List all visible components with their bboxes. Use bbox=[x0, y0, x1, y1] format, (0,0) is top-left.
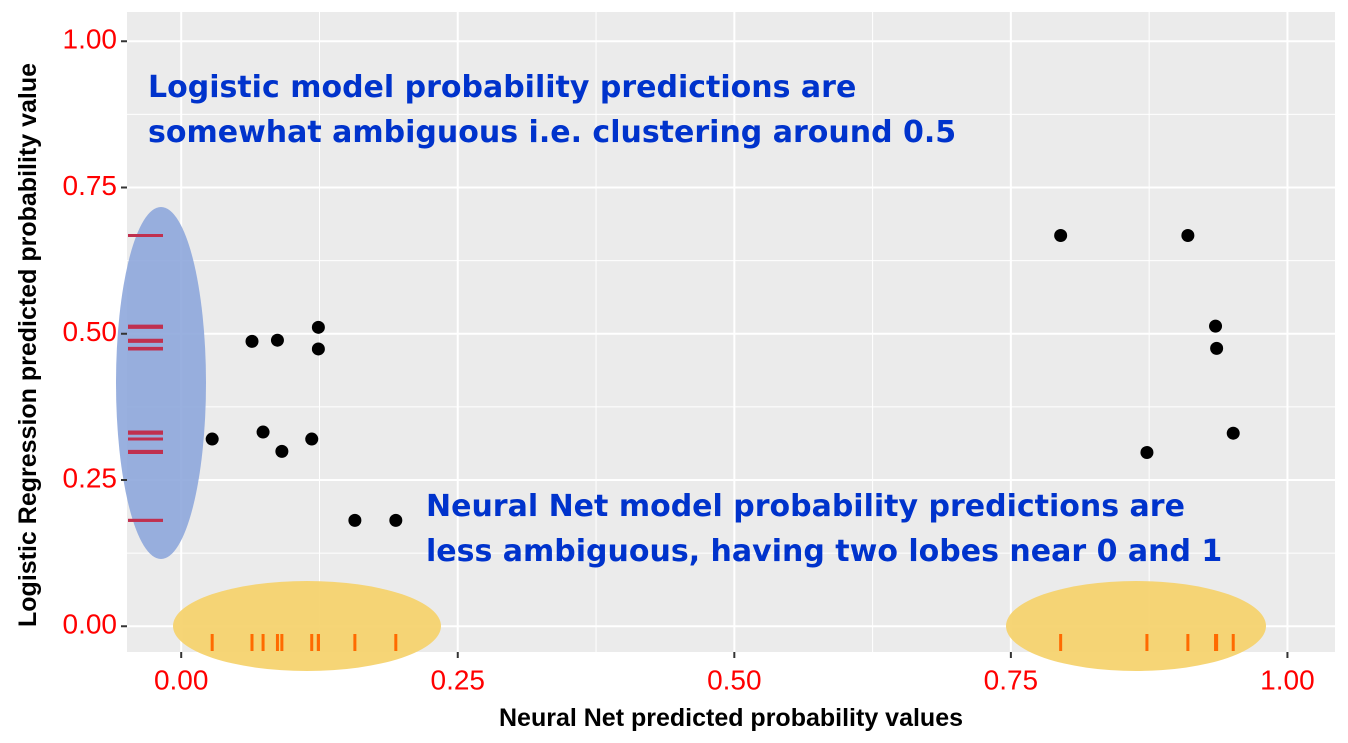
point bbox=[270, 333, 284, 347]
point bbox=[1209, 319, 1223, 333]
point bbox=[1140, 446, 1154, 460]
annotation: Logistic model probability predictions a… bbox=[148, 70, 856, 105]
x-tick-label: 0.00 bbox=[154, 664, 209, 695]
x-axis-title: Neural Net predicted probability values bbox=[499, 704, 963, 732]
annotation: somewhat ambiguous i.e. clustering aroun… bbox=[148, 115, 956, 150]
y-tick-label: 0.00 bbox=[63, 609, 118, 640]
y-axis-title: Logistic Regression predicted probabilit… bbox=[14, 63, 42, 627]
point bbox=[348, 513, 362, 527]
point bbox=[256, 425, 270, 439]
x-tick-label: 0.50 bbox=[707, 664, 762, 695]
point bbox=[245, 334, 259, 348]
point bbox=[1210, 341, 1224, 355]
y-tick-label: 1.00 bbox=[63, 24, 118, 55]
point bbox=[311, 320, 325, 334]
highlight-ellipse bbox=[116, 207, 206, 559]
point bbox=[205, 432, 219, 446]
grid bbox=[127, 12, 1335, 652]
annotation: less ambiguous, having two lobes near 0 … bbox=[426, 534, 1222, 569]
highlight-ellipse bbox=[1006, 581, 1266, 671]
highlight-ellipse bbox=[173, 581, 441, 671]
y-tick-label: 0.25 bbox=[63, 462, 118, 493]
point bbox=[311, 342, 325, 356]
point bbox=[389, 513, 403, 527]
y-tick-label: 0.75 bbox=[63, 170, 118, 201]
point bbox=[275, 444, 289, 458]
x-tick-label: 1.00 bbox=[1260, 664, 1315, 695]
panel bbox=[127, 12, 1335, 652]
annotation: Neural Net model probability predictions… bbox=[426, 489, 1185, 524]
y-tick-label: 0.50 bbox=[63, 316, 118, 347]
point bbox=[1054, 228, 1068, 242]
point bbox=[1181, 228, 1195, 242]
marks bbox=[128, 228, 1240, 651]
point bbox=[1226, 426, 1240, 440]
point bbox=[305, 432, 319, 446]
x-tick-label: 0.25 bbox=[431, 664, 486, 695]
x-tick-label: 0.75 bbox=[984, 664, 1039, 695]
